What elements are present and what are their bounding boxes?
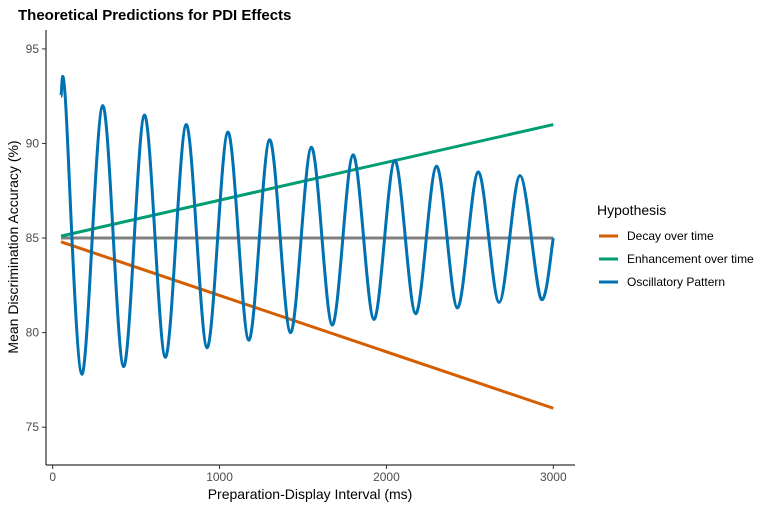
legend-title: Hypothesis	[597, 202, 666, 218]
legend-items: Decay over time Enhancement over time Osci…	[599, 229, 754, 289]
series-line-oscillatory-pattern	[59, 75, 555, 376]
y-tick-label: 95	[26, 42, 40, 56]
y-tick-label: 80	[26, 326, 40, 340]
series-line-decay-over-time	[60, 240, 554, 410]
ticks-layer: 0 1000 2000 3000 75 80 85 90 95	[26, 42, 567, 484]
chart-title: Theoretical Predictions for PDI Effects	[18, 7, 291, 24]
y-tick-label: 90	[26, 136, 40, 150]
legend-label-enhancement-over-time: Enhancement over time	[627, 252, 754, 266]
legend-label-oscillatory-pattern: Oscillatory Pattern	[627, 275, 725, 289]
y-axis-title: Mean Discrimination Accuracy (%)	[5, 140, 21, 353]
legend-label-decay-over-time: Decay over time	[627, 229, 714, 243]
series-layer	[59, 75, 555, 410]
x-tick-label: 3000	[540, 470, 567, 484]
y-tick-label: 75	[26, 420, 40, 434]
legend: Hypothesis Decay over time Enhancement ov…	[597, 202, 754, 289]
x-tick-label: 0	[49, 470, 56, 484]
y-tick-label: 85	[26, 231, 40, 245]
x-tick-label: 2000	[373, 470, 400, 484]
x-axis-title: Preparation-Display Interval (ms)	[208, 486, 413, 502]
x-tick-label: 1000	[206, 470, 233, 484]
plot-area: 0 1000 2000 3000 75 80 85 90 95	[26, 30, 575, 484]
